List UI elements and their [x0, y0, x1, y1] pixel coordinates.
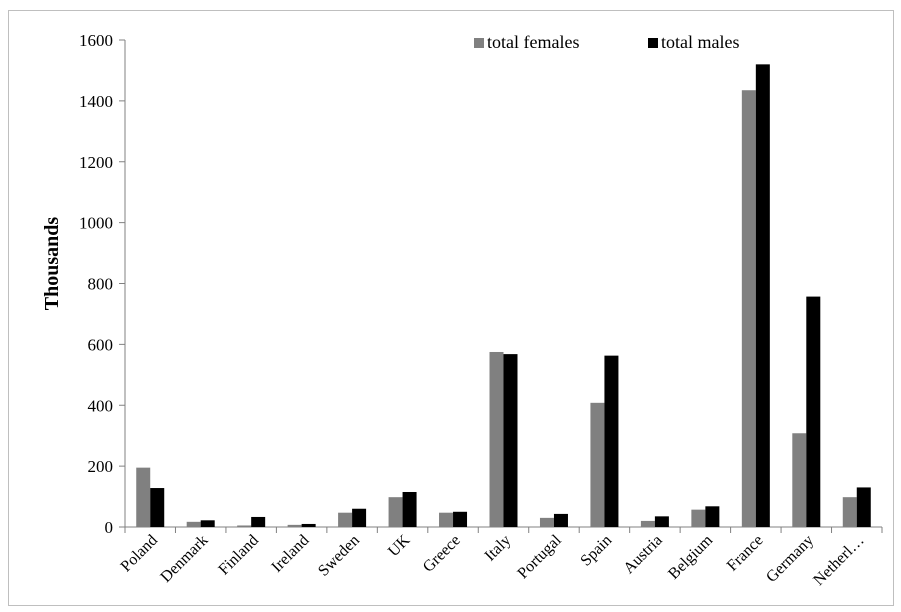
x-tick-label: Sweden	[315, 532, 363, 580]
bar-males	[755, 64, 770, 527]
bar-males	[604, 355, 619, 527]
x-tick-label: Ireland	[268, 532, 312, 576]
bar-males	[654, 516, 669, 527]
bar-males	[301, 523, 316, 527]
legend-swatch	[474, 38, 484, 48]
x-tick-label: Germany	[763, 532, 817, 586]
bar-males	[200, 520, 215, 527]
bar-males	[856, 487, 871, 527]
bar-females	[237, 525, 252, 527]
legend-label: total females	[487, 32, 579, 52]
x-tick-label: Portugal	[514, 531, 565, 582]
bars	[136, 64, 871, 528]
bar-males	[806, 296, 821, 527]
bar-females	[539, 517, 554, 527]
y-tick-label: 1400	[79, 92, 113, 111]
x-tick-label: Finland	[215, 532, 262, 579]
bar-females	[741, 90, 756, 528]
x-tick-label: Spain	[577, 532, 615, 570]
bar-males	[553, 513, 568, 527]
x-tick-label: UK	[385, 531, 414, 560]
y-tick-label: 1000	[79, 214, 113, 233]
bar-females	[489, 351, 504, 527]
bar-females	[640, 520, 655, 527]
y-tick-label: 600	[88, 335, 114, 354]
legend-label: total males	[661, 32, 739, 52]
bar-males	[150, 488, 165, 527]
bar-females	[590, 402, 605, 527]
legend-swatch	[648, 38, 658, 48]
bar-males	[352, 508, 367, 527]
bar-females	[388, 497, 403, 527]
x-tick-label: Belgium	[665, 531, 716, 582]
x-tick-label: Netherl…	[810, 532, 867, 589]
bar-females	[338, 512, 353, 527]
bar-females	[691, 509, 706, 527]
bar-males	[453, 511, 468, 527]
bar-males	[705, 506, 720, 527]
bar-males	[402, 491, 417, 527]
bar-females	[792, 433, 807, 527]
bar-males	[251, 516, 266, 527]
legend: total females total males	[474, 32, 739, 52]
bar-females	[287, 524, 302, 527]
x-tick-label: Denmark	[157, 532, 211, 586]
bar-males	[503, 354, 518, 527]
y-tick-label: 0	[105, 518, 114, 537]
x-tick-label: Austria	[620, 532, 665, 577]
bar-females	[186, 521, 201, 527]
y-axis: 0 200 400 600 800 1000 1200 1400 1600	[79, 31, 126, 537]
y-tick-label: 1200	[79, 153, 113, 172]
x-tick-label: Italy	[482, 532, 515, 565]
bar-females	[439, 512, 454, 527]
y-tick-label: 1600	[79, 31, 113, 50]
bar-females	[136, 467, 151, 527]
y-axis-title: Thousands	[41, 217, 63, 311]
x-tick-label: France	[724, 532, 767, 575]
y-tick-label: 800	[88, 275, 114, 294]
bar-females	[842, 497, 857, 527]
y-tick-label: 200	[88, 457, 114, 476]
y-tick-label: 400	[88, 396, 114, 415]
x-tick-label: Greece	[420, 532, 464, 576]
x-tick-label: Poland	[118, 532, 161, 575]
